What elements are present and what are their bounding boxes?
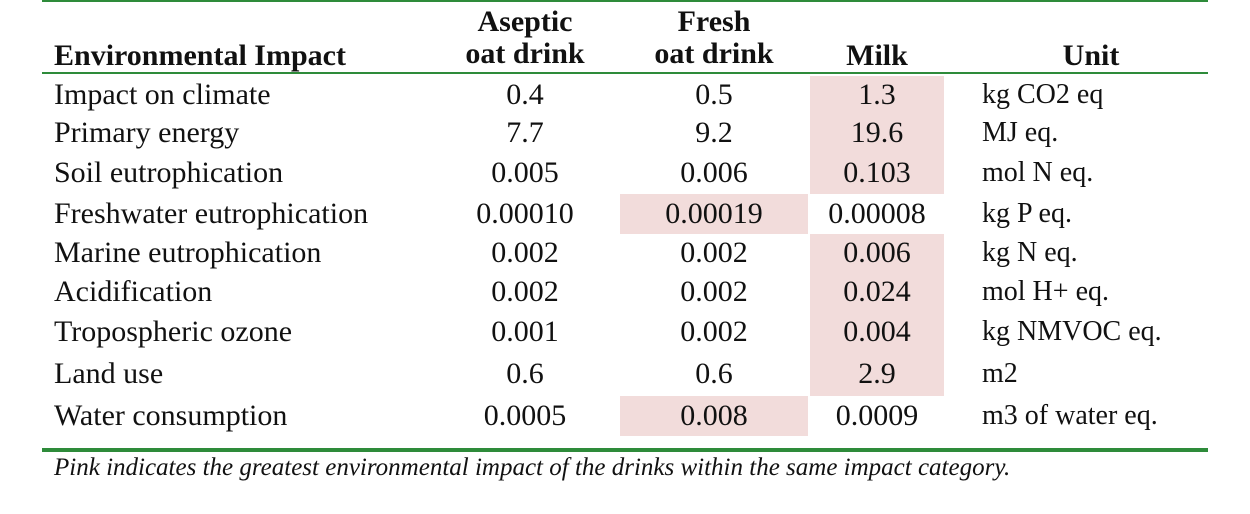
cell-unit: mol H+ eq. [982, 276, 1109, 307]
header-rule [42, 72, 1208, 74]
cell-milk: 0.0009 [835, 399, 919, 432]
cell-milk: 0.00008 [828, 197, 926, 230]
cell-unit: kg NMVOC eq. [982, 316, 1162, 347]
header-fresh-line1: Fresh [677, 5, 751, 38]
cell-milk: 0.024 [810, 272, 944, 312]
cell-fresh: 0.006 [680, 156, 748, 189]
row-label: Land use [54, 357, 164, 390]
cell-unit: kg P eq. [982, 198, 1072, 229]
cell-fresh: 0.008 [620, 396, 808, 436]
header-fresh-line2: oat drink [654, 37, 774, 70]
cell-fresh: 0.00019 [620, 194, 808, 234]
cell-aseptic: 0.6 [506, 357, 544, 390]
footnote: Pink indicates the greatest environmenta… [54, 454, 1011, 481]
header-fresh: Fresh oat drink [620, 6, 808, 70]
cell-unit: m3 of water eq. [982, 400, 1158, 431]
cell-milk: 0.004 [810, 312, 944, 352]
row-label: Acidification [54, 275, 213, 308]
row-label: Marine eutrophication [54, 236, 322, 269]
header-aseptic: Aseptic oat drink [432, 6, 618, 70]
cell-unit: mol N eq. [982, 157, 1094, 188]
row-label: Soil eutrophication [54, 156, 284, 189]
cell-unit: m2 [982, 358, 1018, 389]
cell-fresh: 0.5 [695, 78, 733, 111]
cell-unit: kg N eq. [982, 237, 1078, 268]
cell-fresh: 9.2 [695, 116, 733, 149]
row-label: Freshwater eutrophication [54, 197, 369, 230]
cell-aseptic: 0.001 [491, 315, 559, 348]
cell-milk: 0.103 [810, 152, 944, 194]
cell-fresh: 0.002 [680, 315, 748, 348]
cell-unit: MJ eq. [982, 117, 1059, 148]
cell-aseptic: 0.005 [491, 156, 559, 189]
cell-aseptic: 0.4 [506, 78, 544, 111]
cell-milk: 19.6 [810, 114, 944, 152]
header-milk: Milk [846, 39, 908, 72]
row-label: Water consumption [54, 399, 288, 432]
top-rule [42, 0, 1208, 2]
cell-milk: 0.006 [810, 234, 944, 272]
cell-milk: 1.3 [810, 76, 944, 114]
cell-fresh: 0.6 [695, 357, 733, 390]
cell-aseptic: 0.002 [491, 236, 559, 269]
cell-milk: 2.9 [810, 352, 944, 396]
cell-aseptic: 0.002 [491, 275, 559, 308]
header-unit: Unit [1062, 39, 1120, 72]
row-label: Tropospheric ozone [54, 315, 293, 348]
cell-unit: kg CO2 eq [982, 79, 1104, 110]
cell-aseptic: 7.7 [506, 116, 544, 149]
row-label: Primary energy [54, 116, 240, 149]
header-aseptic-line2: oat drink [465, 37, 585, 70]
cell-fresh: 0.002 [680, 236, 748, 269]
cell-aseptic: 0.00010 [476, 197, 574, 230]
header-environmental-impact: Environmental Impact [54, 39, 346, 72]
row-label: Impact on climate [54, 78, 271, 111]
cell-fresh: 0.002 [680, 275, 748, 308]
header-aseptic-line1: Aseptic [477, 5, 573, 38]
cell-aseptic: 0.0005 [483, 399, 567, 432]
bottom-rule [42, 448, 1208, 452]
